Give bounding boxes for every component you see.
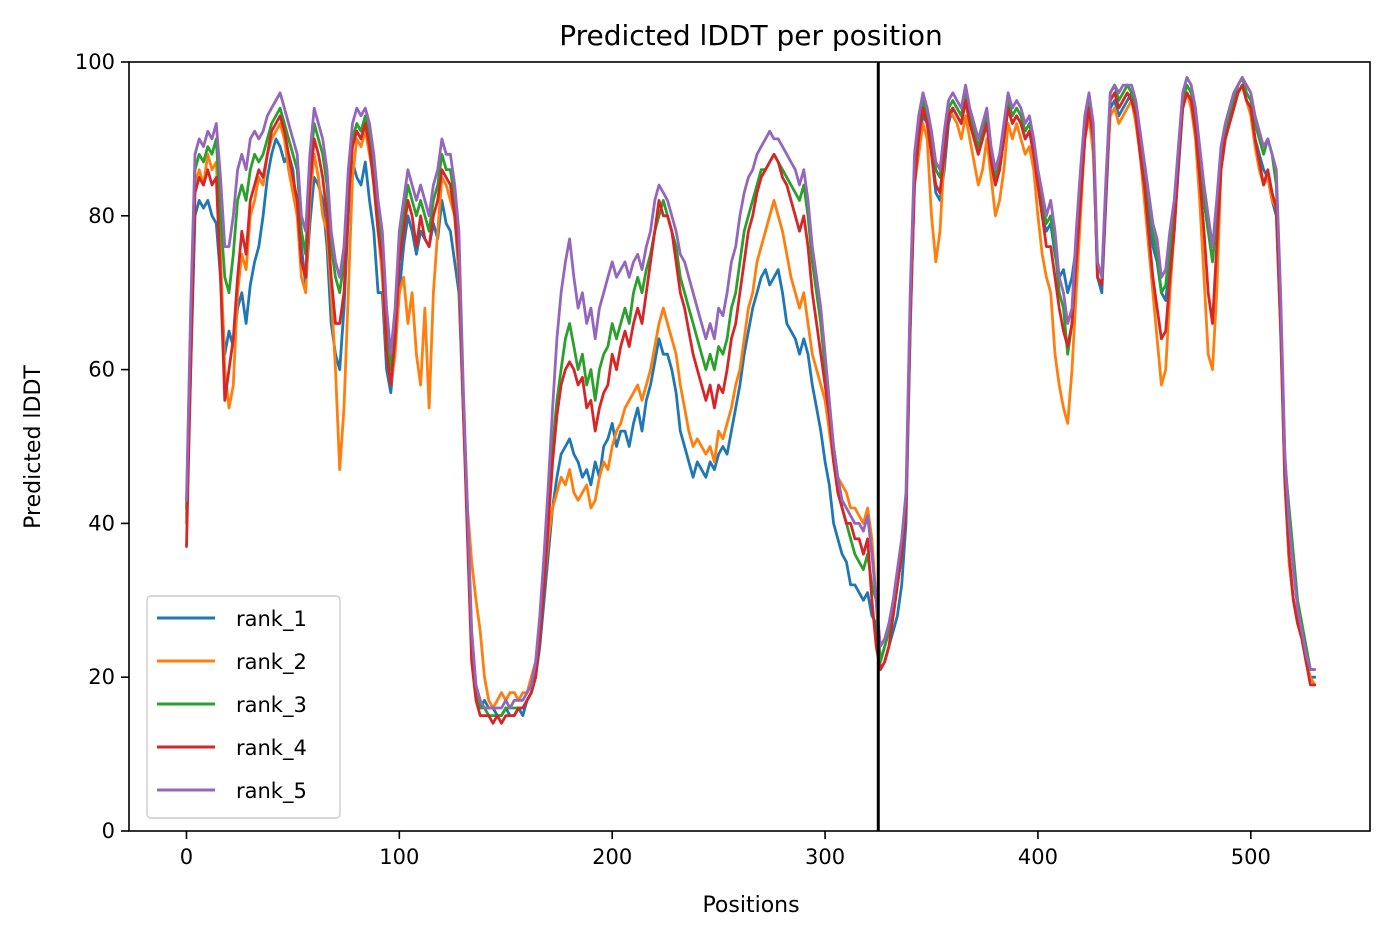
y-tick-label: 0 (102, 819, 115, 843)
y-axis: 0 20 40 60 80 100 (75, 50, 129, 843)
x-tick-label: 100 (379, 845, 419, 869)
legend-label-rank-4: rank_4 (236, 736, 307, 761)
y-tick-label: 20 (88, 665, 115, 689)
chart-title: Predicted lDDT per position (559, 19, 943, 52)
series-line-rank-4 (185, 83, 1317, 725)
series-line-rank-1 (185, 83, 1317, 717)
x-axis: 0 100 200 300 400 500 (180, 831, 1271, 869)
y-tick-label: 40 (88, 511, 115, 535)
legend-label-rank-3: rank_3 (236, 693, 307, 718)
y-tick-label: 60 (88, 358, 115, 382)
x-tick-label: 200 (592, 845, 632, 869)
legend: rank_1 rank_2 rank_3 rank_4 rank_5 (146, 595, 341, 819)
x-tick-label: 400 (1018, 845, 1058, 869)
x-axis-label: Positions (702, 893, 799, 918)
x-tick-label: 0 (180, 845, 193, 869)
series-layer (185, 76, 1317, 725)
legend-label-rank-5: rank_5 (236, 779, 307, 804)
y-axis-label: Predicted lDDT (21, 365, 46, 529)
y-tick-label: 80 (88, 204, 115, 228)
x-tick-label: 500 (1231, 845, 1271, 869)
x-tick-label: 300 (805, 845, 845, 869)
y-tick-label: 100 (75, 50, 115, 74)
plot-frame (128, 61, 1371, 832)
legend-box (146, 595, 341, 819)
series-line-rank-5 (185, 76, 1317, 710)
legend-label-rank-2: rank_2 (236, 650, 307, 675)
legend-label-rank-1: rank_1 (236, 607, 307, 632)
